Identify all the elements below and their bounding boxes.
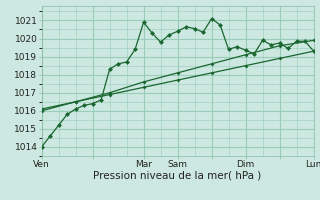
X-axis label: Pression niveau de la mer( hPa ): Pression niveau de la mer( hPa ) <box>93 171 262 181</box>
